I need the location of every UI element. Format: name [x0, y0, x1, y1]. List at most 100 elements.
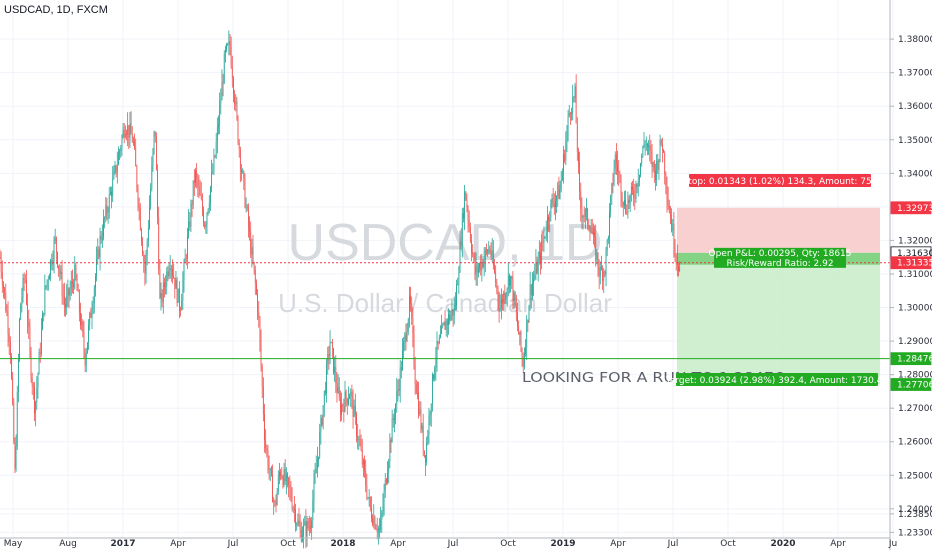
- candle-body: [317, 459, 318, 469]
- candle-body: [103, 218, 104, 237]
- candle-body: [320, 417, 322, 433]
- candle-body: [575, 86, 577, 124]
- candle-body: [156, 136, 157, 171]
- candle-body: [457, 283, 459, 286]
- candle-body: [113, 171, 115, 179]
- candle-body: [76, 277, 78, 291]
- candle-body: [670, 213, 671, 218]
- candle-body: [653, 161, 655, 171]
- candle-body: [277, 476, 279, 492]
- candle-body: [538, 251, 540, 260]
- candle-body: [291, 498, 293, 509]
- candle-body: [173, 275, 175, 278]
- candle-body: [501, 298, 502, 308]
- candle-body: [285, 473, 287, 482]
- x-tick-label: 2018: [330, 539, 355, 549]
- candle-body: [260, 340, 262, 366]
- candle-body: [571, 112, 572, 114]
- candle-body: [515, 306, 517, 314]
- candle-body: [504, 293, 506, 300]
- candle-body: [341, 404, 342, 415]
- candle-body: [239, 149, 241, 170]
- candle-body: [338, 386, 340, 399]
- candle-body: [541, 241, 543, 263]
- candle-body: [553, 203, 555, 208]
- candle-body: [360, 444, 362, 450]
- position-zones[interactable]: [677, 207, 880, 385]
- candle-body: [55, 237, 57, 253]
- x-tick-label: Apr: [390, 539, 406, 549]
- target-box[interactable]: [676, 373, 878, 386]
- candle-body: [216, 127, 218, 142]
- candle-body: [88, 325, 89, 343]
- x-tick-label: 2020: [770, 539, 795, 549]
- candle-body: [334, 366, 336, 373]
- candle-body: [280, 472, 281, 476]
- candle-body: [627, 199, 629, 214]
- candle-body: [576, 123, 578, 152]
- candle-body: [213, 155, 215, 172]
- candle-body: [58, 265, 60, 269]
- candle-body: [272, 475, 273, 503]
- y-tick-label: 1.32000: [898, 236, 932, 246]
- candle-body: [441, 326, 442, 335]
- candle-body: [170, 268, 172, 270]
- candle-body: [396, 390, 398, 405]
- candle-body: [561, 171, 563, 181]
- candle-body: [326, 363, 327, 393]
- candle-body: [517, 313, 518, 326]
- candle-body: [80, 312, 81, 326]
- candle-body: [527, 319, 529, 323]
- candle-body: [77, 290, 79, 292]
- candle-body: [169, 268, 171, 271]
- candle-body: [126, 133, 127, 135]
- candle-body: [189, 221, 191, 227]
- candle-body: [655, 170, 656, 180]
- stop-box[interactable]: [689, 174, 871, 187]
- candle-body: [387, 472, 388, 483]
- candle-body: [172, 269, 173, 276]
- candle-body: [666, 185, 668, 200]
- candle-body: [271, 468, 272, 476]
- target-zone[interactable]: [677, 252, 880, 385]
- candle-body: [84, 350, 86, 366]
- candle-body: [250, 231, 252, 255]
- x-tick-label: Ju: [888, 539, 897, 549]
- price-axis[interactable]: 1.380001.370001.360001.350001.340001.330…: [889, 0, 932, 550]
- open-pnl-box[interactable]: [714, 247, 846, 268]
- time-axis[interactable]: May Aug 2017 Apr Jul Oct 2018 Apr Jul Oct 2019 Apr J…: [0, 537, 897, 549]
- candle-body: [428, 415, 430, 436]
- candle-body: [578, 151, 579, 164]
- candle-body: [14, 442, 16, 469]
- target-label: Target: 0.03924 (2.98%) 392.4, Amount: 1…: [665, 376, 888, 386]
- candle-body: [473, 254, 475, 258]
- candle-body: [679, 266, 681, 272]
- candle-body: [639, 174, 640, 181]
- candle-body: [120, 148, 122, 151]
- candle-body: [166, 271, 168, 286]
- candle-body: [342, 404, 344, 407]
- candle-body: [12, 377, 14, 403]
- price-axis-label-box: [890, 378, 932, 391]
- candle-body: [269, 468, 271, 470]
- watermark: USDCAD, 1D U.S. Dollar / Canadian Dollar: [278, 214, 612, 318]
- symbol-title[interactable]: USDCAD, 1D, FXCM: [4, 4, 108, 16]
- stop-zone[interactable]: [677, 207, 880, 253]
- candle-body: [299, 525, 301, 530]
- candle-body: [131, 134, 133, 143]
- y-tick-label: 1.34000: [898, 169, 932, 179]
- candle-body: [231, 66, 233, 79]
- candle-body: [633, 189, 635, 197]
- candle-body: [403, 341, 405, 351]
- position-labels[interactable]: Stop: 0.01343 (1.02%) 134.3, Amount: 750…: [522, 174, 888, 386]
- candle-body: [648, 145, 649, 148]
- candle-body: [594, 232, 595, 237]
- candle-body: [289, 485, 291, 488]
- x-tick-label: Jul: [227, 539, 239, 549]
- candle-body: [642, 146, 644, 157]
- candle-body: [634, 196, 636, 199]
- candle-body: [136, 166, 138, 188]
- candle-body: [51, 260, 53, 265]
